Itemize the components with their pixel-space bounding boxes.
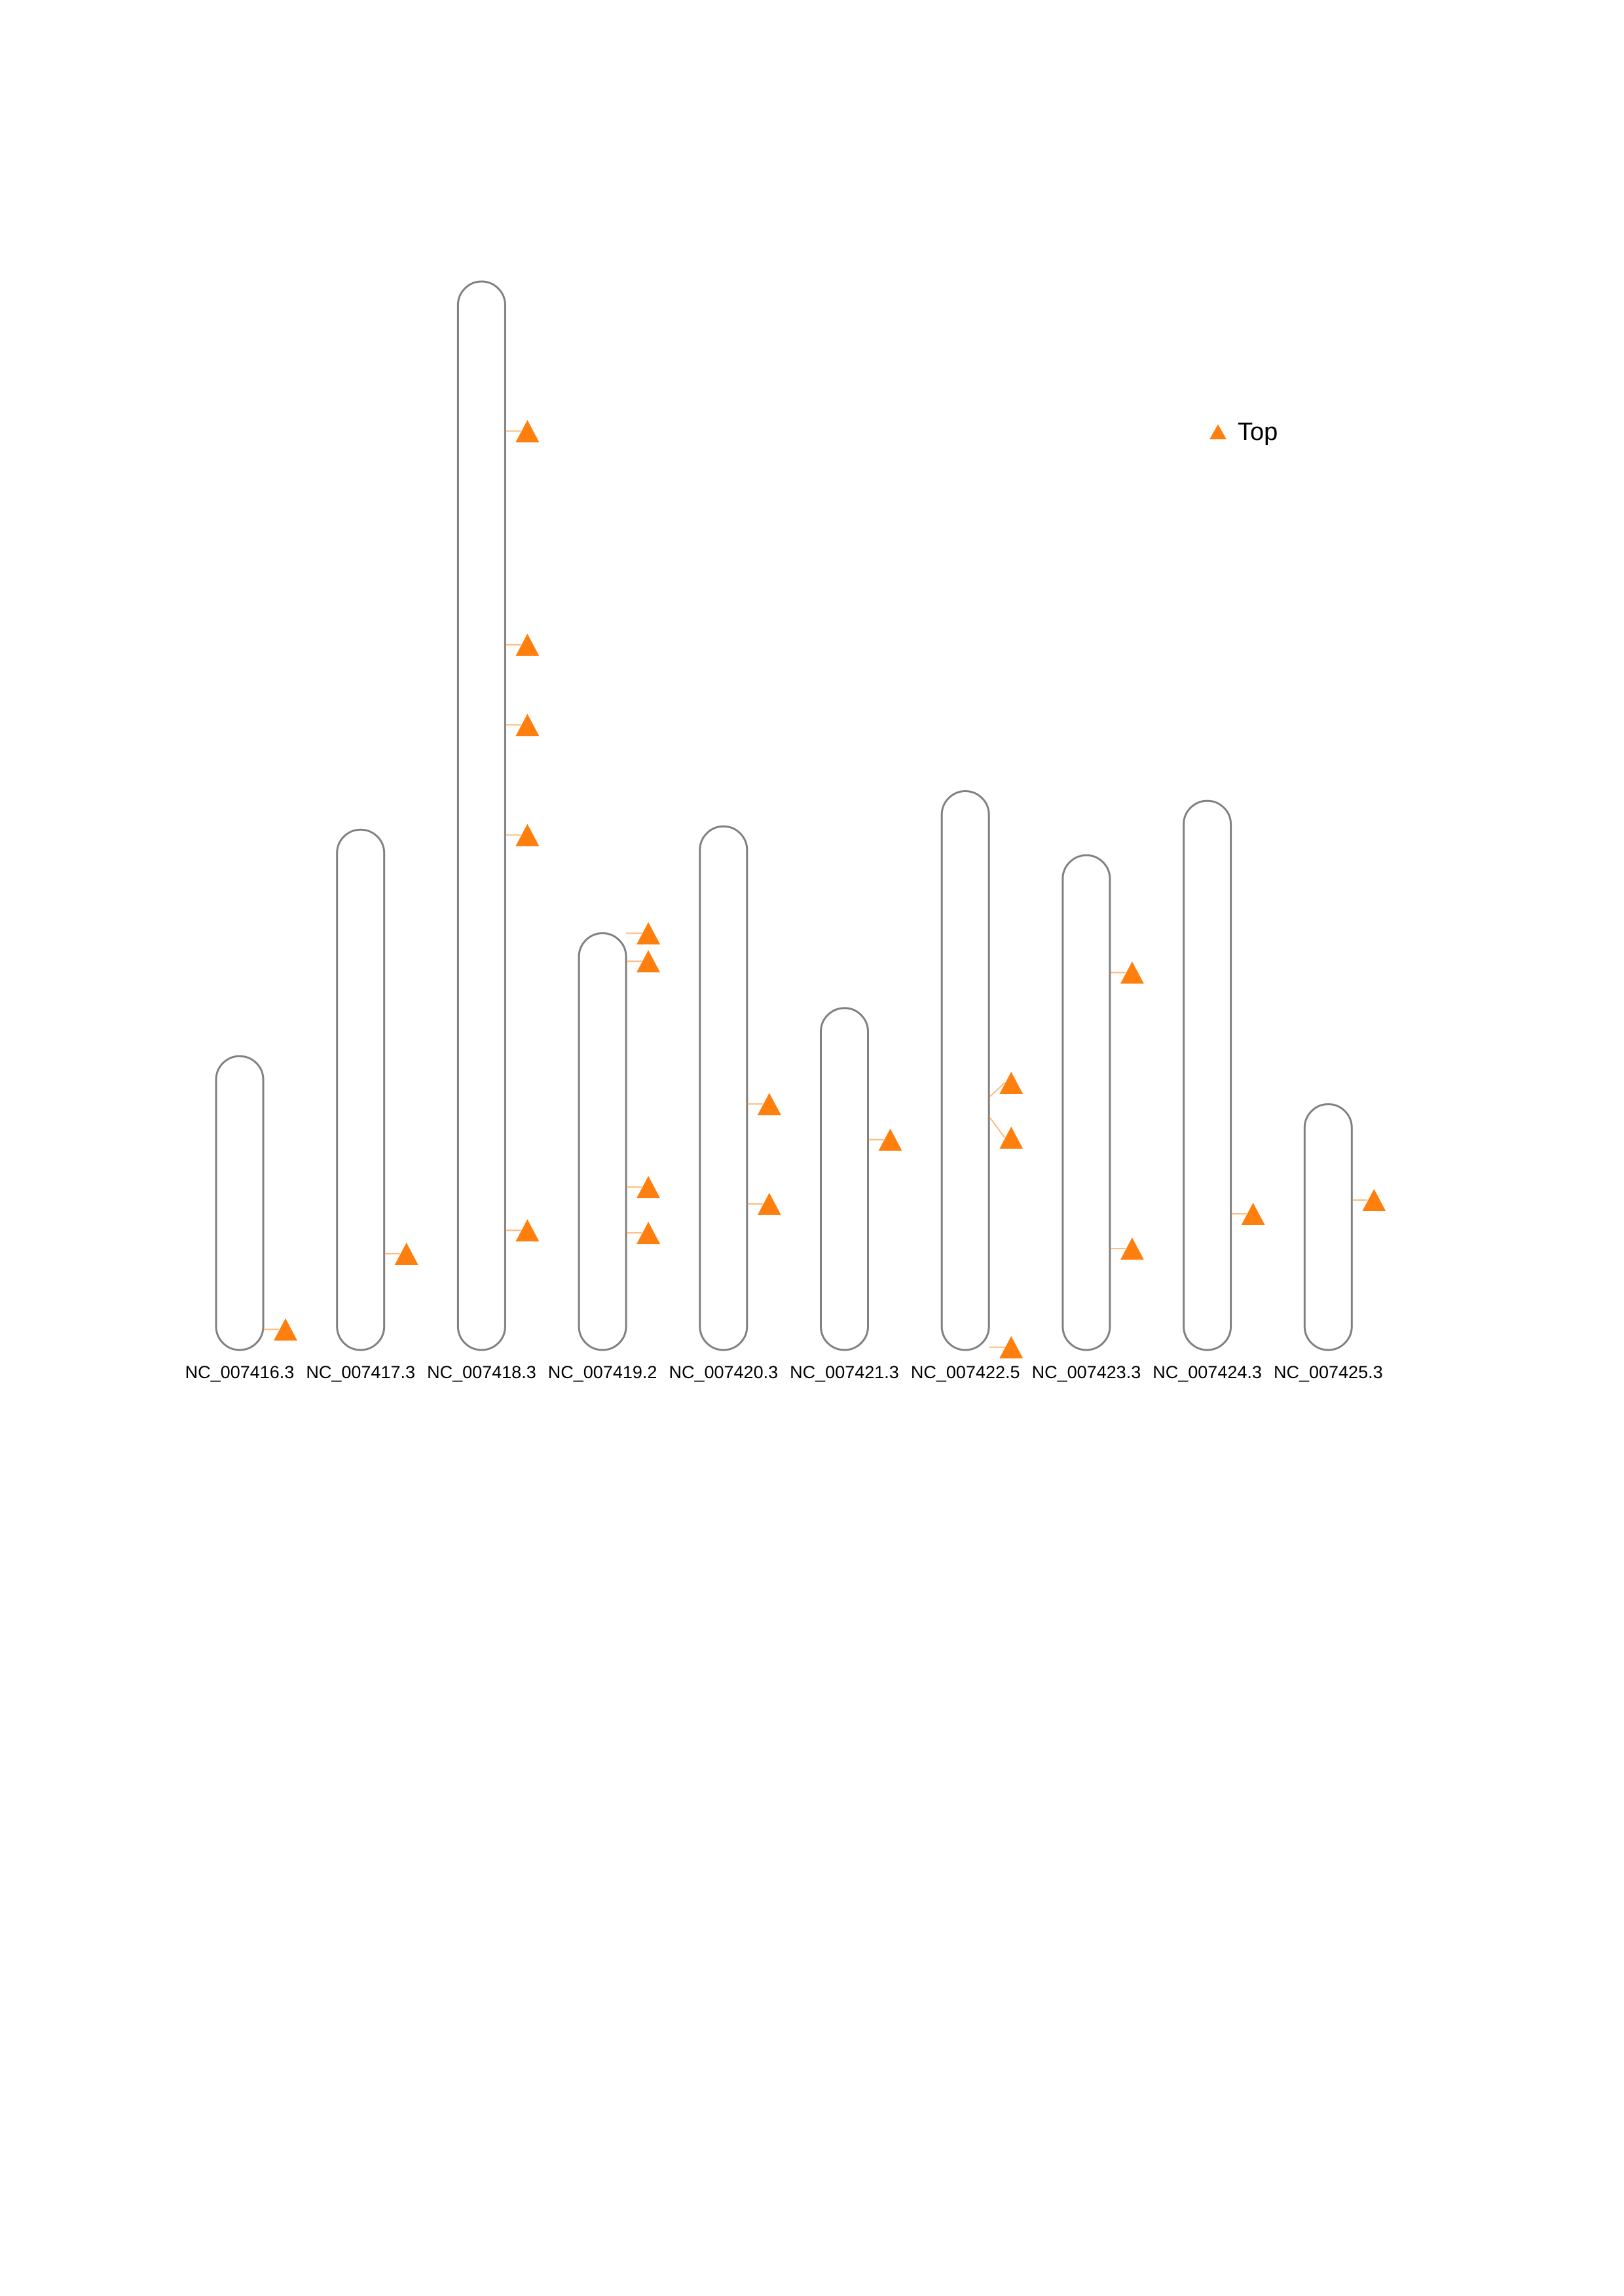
- chromosome-body: [1183, 799, 1232, 1351]
- chromosome-NC_007416.3: NC_007416.3: [185, 1055, 297, 1382]
- triangle-marker-icon: [999, 1336, 1024, 1358]
- chromosome-body: [820, 1007, 869, 1351]
- triangle-marker-icon: [999, 1126, 1024, 1149]
- triangle-marker-icon: [515, 714, 540, 737]
- triangle-marker-icon: [394, 1243, 418, 1265]
- chromosome-NC_007425.3: NC_007425.3: [1274, 1103, 1386, 1382]
- chromosome-NC_007419.2: NC_007419.2: [548, 922, 661, 1382]
- chromosome-label: NC_007416.3: [185, 1362, 295, 1382]
- chromosome-NC_007418.3: NC_007418.3: [427, 280, 540, 1382]
- chromosome-body: [1061, 854, 1111, 1351]
- triangle-marker-icon: [1120, 1237, 1144, 1260]
- chromosome-label: NC_007418.3: [427, 1362, 536, 1382]
- chromosome-label: NC_007423.3: [1032, 1362, 1141, 1382]
- triangle-marker-icon: [878, 1128, 902, 1151]
- legend-label-top: Top: [1238, 418, 1278, 446]
- chromosome-body: [456, 280, 506, 1351]
- triangle-marker-icon: [999, 1072, 1024, 1094]
- chromosome-NC_007420.3: NC_007420.3: [669, 825, 781, 1382]
- triangle-marker-icon: [1120, 961, 1144, 984]
- triangle-marker-icon: [637, 922, 661, 945]
- chromosome-NC_007421.3: NC_007421.3: [790, 1007, 902, 1382]
- chromosome-NC_007424.3: NC_007424.3: [1153, 799, 1265, 1382]
- marker-connector: [988, 1116, 1006, 1139]
- triangle-marker-icon: [515, 633, 540, 656]
- triangle-marker-icon: [274, 1318, 297, 1341]
- triangle-marker-icon: [637, 1222, 661, 1245]
- triangle-marker-icon: [515, 824, 540, 847]
- triangle-marker-icon: [515, 1219, 540, 1242]
- chromosome-layer: NC_007416.3 NC_007417.3 NC_007418.3 NC_0074…: [185, 280, 1386, 1382]
- chromosome-label: NC_007417.3: [306, 1362, 415, 1382]
- chromosome-label: NC_007421.3: [790, 1362, 899, 1382]
- chromosome-body: [578, 932, 627, 1351]
- marker-connector: [988, 1082, 1005, 1098]
- chromosome-label: NC_007422.5: [911, 1362, 1020, 1382]
- chromosome-body: [215, 1055, 265, 1351]
- chromosome-label: NC_007425.3: [1274, 1362, 1383, 1382]
- triangle-marker-icon: [757, 1093, 781, 1116]
- legend: Top: [1209, 418, 1278, 446]
- orange-triangle-icon: [1209, 424, 1227, 439]
- chromosome-body: [699, 825, 748, 1351]
- chromosome-body: [336, 828, 386, 1351]
- chromosome-NC_007422.5: NC_007422.5: [911, 790, 1024, 1382]
- triangle-marker-icon: [757, 1192, 781, 1215]
- chromosome-body: [940, 790, 990, 1351]
- chromosome-label: NC_007424.3: [1153, 1362, 1262, 1382]
- chromosome-NC_007417.3: NC_007417.3: [306, 828, 418, 1382]
- triangle-marker-icon: [637, 950, 661, 973]
- chromosome-body: [1303, 1103, 1353, 1351]
- chromosome-NC_007423.3: NC_007423.3: [1032, 854, 1144, 1382]
- triangle-marker-icon: [637, 1176, 661, 1199]
- triangle-marker-icon: [515, 420, 540, 443]
- triangle-marker-icon: [1241, 1203, 1265, 1225]
- chromosome-label: NC_007420.3: [669, 1362, 778, 1382]
- chromosome-label: NC_007419.2: [548, 1362, 657, 1382]
- triangle-marker-icon: [1362, 1189, 1386, 1211]
